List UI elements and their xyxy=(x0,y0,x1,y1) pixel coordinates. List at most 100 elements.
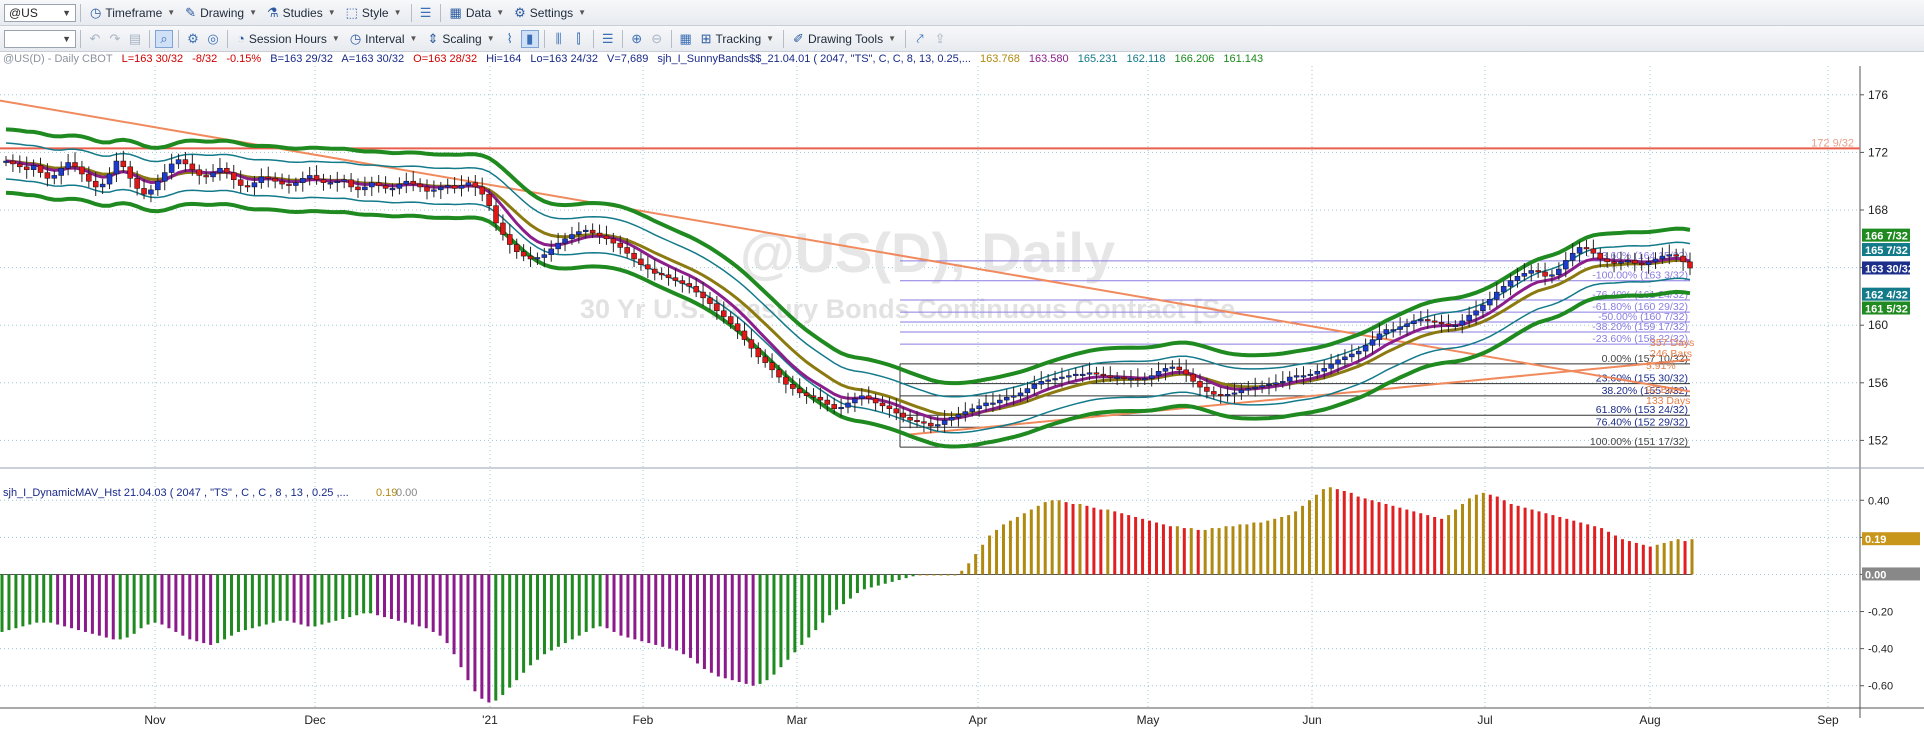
histogram-bar xyxy=(904,574,908,579)
session-hours-menu[interactable]: ◔ Session Hours ▼ xyxy=(232,29,345,49)
screenshot-icon[interactable]: ◎ xyxy=(207,30,219,46)
histogram-bar xyxy=(188,574,192,640)
histogram-bar xyxy=(146,574,150,625)
price-tick-label: 156 xyxy=(1868,376,1888,390)
candle-body xyxy=(645,264,651,270)
price-tick-label: 176 xyxy=(1868,88,1888,102)
histogram-bar xyxy=(278,574,282,621)
candle-body xyxy=(334,180,341,183)
interval-menu[interactable]: ◷ Interval ▼ xyxy=(345,29,423,49)
histogram-bar xyxy=(883,574,887,584)
style-menu[interactable]: ⬚ Style ▼ xyxy=(341,3,407,23)
histogram-bar xyxy=(779,574,783,668)
layout-icon[interactable]: ☰ xyxy=(419,4,432,20)
bar-chart-icon[interactable]: ⫼ xyxy=(555,30,562,46)
histogram-bar xyxy=(563,574,567,644)
histogram-bar xyxy=(216,574,220,644)
histogram-bar xyxy=(911,574,915,577)
candle-body xyxy=(141,188,147,195)
separator xyxy=(783,29,785,48)
histogram-bar xyxy=(974,554,978,575)
candle-body xyxy=(872,398,879,404)
candle-body xyxy=(417,183,423,188)
histogram-bar xyxy=(556,574,560,647)
time-axis-label: Sep xyxy=(1817,713,1839,727)
histogram-bar xyxy=(21,574,25,627)
candle-body xyxy=(106,173,113,185)
histogram-bar xyxy=(661,574,665,647)
histogram-bar xyxy=(97,574,101,636)
candle-body xyxy=(155,180,161,191)
candle-body xyxy=(679,280,686,284)
histogram-bar xyxy=(70,574,74,629)
price-tag-label: 166 7/32 xyxy=(1865,231,1908,243)
fib-level-label: 100.00% (151 17/32) xyxy=(1590,436,1688,448)
undo-icon[interactable]: ↶ xyxy=(89,30,101,46)
candle-body xyxy=(1645,261,1652,265)
pencil-icon: ✎ xyxy=(185,4,197,20)
table-icon[interactable]: ▦ xyxy=(679,30,692,46)
export-icon[interactable]: ⇪ xyxy=(934,30,946,46)
candle-body xyxy=(1017,392,1024,397)
candle-body xyxy=(30,165,37,170)
ohlc-icon[interactable]: ⫿ xyxy=(576,30,581,46)
redo-icon[interactable]: ↷ xyxy=(109,30,121,46)
line-chart-icon[interactable]: ⌇ xyxy=(506,30,513,46)
candle-body xyxy=(1300,375,1307,378)
trendline-icon[interactable]: ⤤ xyxy=(916,30,924,46)
scaling-menu[interactable]: ⇕ Scaling ▼ xyxy=(422,29,499,49)
histogram-bar xyxy=(139,574,143,629)
study-value-1: 163.580 xyxy=(1028,53,1069,65)
candle-body xyxy=(1169,366,1176,369)
histogram-bar xyxy=(1593,526,1597,575)
symbol-value: @US xyxy=(9,5,38,20)
last-price: L=163 30/32 xyxy=(121,53,184,65)
drawing-tools-menu[interactable]: ✐ Drawing Tools ▼ xyxy=(788,29,901,49)
studies-menu[interactable]: ⚗ Studies ▼ xyxy=(262,3,341,23)
candle-body xyxy=(231,172,237,181)
price-tick-label: 172 xyxy=(1868,145,1888,159)
histogram-bar xyxy=(1342,490,1346,575)
candle-body xyxy=(1148,375,1155,379)
plot-background xyxy=(0,66,1924,736)
candle-body xyxy=(1459,320,1465,326)
histogram-bar xyxy=(786,574,790,660)
symbol-combo[interactable]: @US ▼ xyxy=(4,3,76,22)
candle-body xyxy=(348,179,354,188)
data-menu[interactable]: ▦ Data ▼ xyxy=(445,3,510,23)
zoom-icon[interactable]: ⌕ xyxy=(155,29,173,48)
zoom-in-icon[interactable]: ⊕ xyxy=(631,30,643,46)
indicator-value-tag xyxy=(1862,567,1920,581)
drawing-menu[interactable]: ✎ Drawing ▼ xyxy=(180,3,262,23)
candle-body xyxy=(1321,368,1327,372)
fib-level-label: 23.60% (155 30/32) xyxy=(1596,373,1688,385)
timeframe-menu[interactable]: ◷ Timeframe ▼ xyxy=(85,3,180,23)
settings-menu[interactable]: ⚙ Settings ▼ xyxy=(509,3,591,23)
candle-body xyxy=(1466,314,1472,322)
grid-icon[interactable]: ▤ xyxy=(128,30,142,46)
zoom-out-icon[interactable]: ⊖ xyxy=(651,30,663,46)
histogram-bar xyxy=(299,574,303,625)
histogram-bar xyxy=(1154,522,1158,575)
histogram-bar xyxy=(250,574,254,629)
candle-body xyxy=(265,176,272,179)
histogram-bar xyxy=(1134,516,1138,575)
candle-body xyxy=(410,180,416,185)
tracking-menu[interactable]: ⊞ Tracking ▼ xyxy=(696,29,779,49)
histogram-bar xyxy=(1259,522,1263,575)
histogram-bar xyxy=(1036,505,1040,575)
histogram-bar xyxy=(49,574,53,623)
histogram-bar xyxy=(862,574,866,590)
histogram-bar xyxy=(7,574,11,631)
histogram-bar xyxy=(111,574,115,640)
candle-body xyxy=(1093,372,1100,375)
histogram-bar xyxy=(1467,498,1471,575)
high-price: Hi=164 xyxy=(486,53,522,65)
layout-icon[interactable]: ☰ xyxy=(601,30,614,46)
candle-body xyxy=(92,180,99,188)
histogram-bar xyxy=(1648,546,1652,575)
candlestick-icon[interactable]: ▮ xyxy=(520,29,539,48)
interval-combo[interactable]: ▼ xyxy=(4,29,76,48)
chart-settings-icon[interactable]: ⚙ xyxy=(187,30,199,46)
